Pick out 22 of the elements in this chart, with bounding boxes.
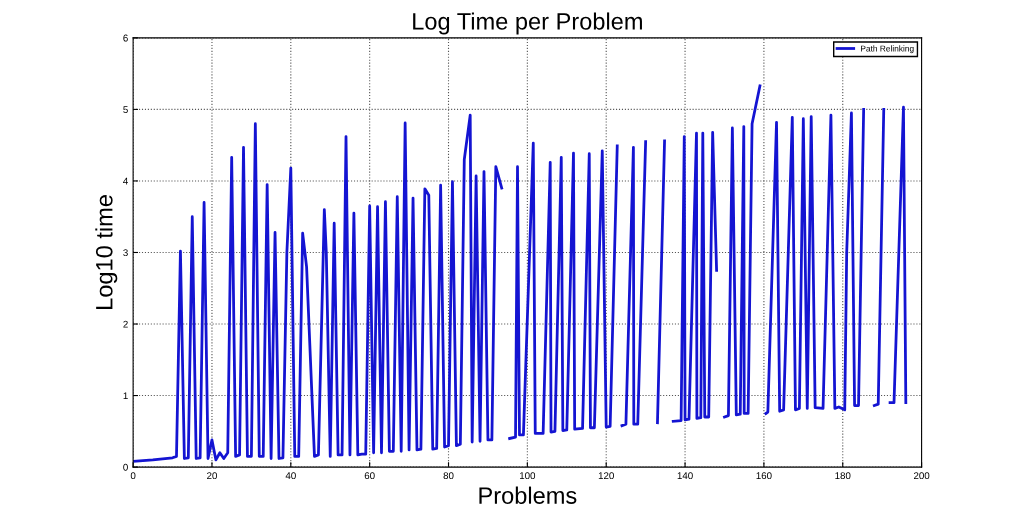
x-axis-title: Problems <box>479 486 577 504</box>
chart-title: Log Time per Problem <box>413 12 642 35</box>
x-tick-label: 100 <box>519 472 536 480</box>
y-tick-label: 3 <box>123 249 128 257</box>
x-tick-label: 140 <box>677 472 693 480</box>
y-tick-label: 1 <box>123 392 128 400</box>
x-tick-label: 40 <box>285 472 296 480</box>
y-tick-label: 0 <box>123 463 128 471</box>
x-tick-label: 80 <box>443 472 454 480</box>
legend-label: Path Relinking <box>861 45 914 54</box>
x-tick-label: 200 <box>913 472 930 480</box>
y-axis-title: Log10 time <box>95 195 118 309</box>
x-tick-label: 160 <box>756 472 772 480</box>
x-tick-label: 180 <box>835 472 851 480</box>
x-tick-label: 0 <box>130 472 136 480</box>
y-tick-label: 6 <box>123 34 128 42</box>
y-tick-label: 2 <box>123 320 128 328</box>
y-tick-label: 4 <box>123 177 128 185</box>
x-tick-label: 20 <box>207 472 217 480</box>
x-tick-label: 60 <box>364 472 375 480</box>
y-tick-label: 5 <box>123 106 128 114</box>
x-tick-label: 120 <box>598 472 614 480</box>
